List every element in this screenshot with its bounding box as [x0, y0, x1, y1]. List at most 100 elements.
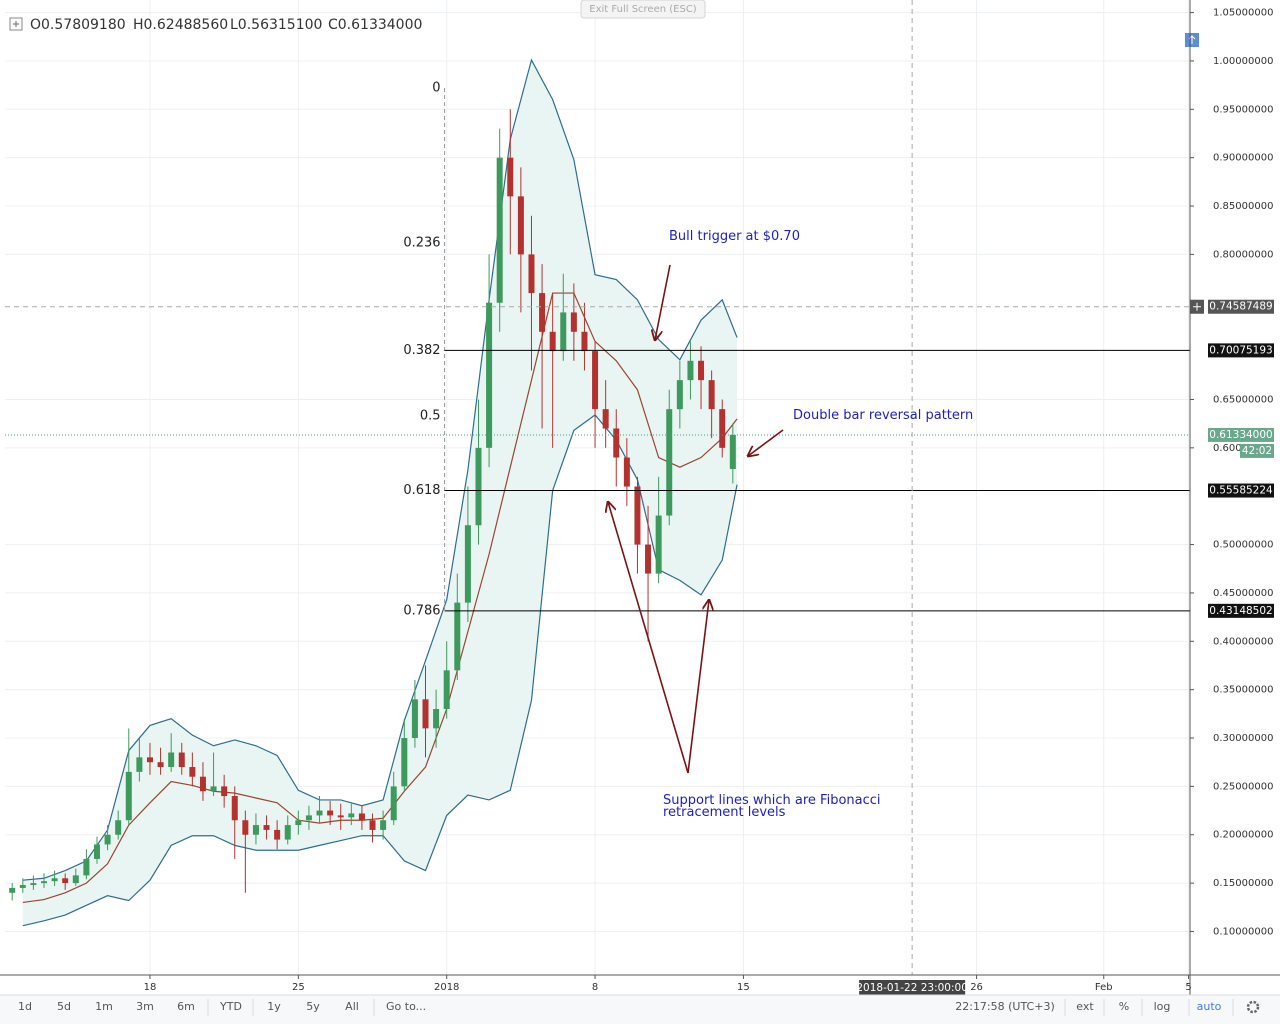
- range-button[interactable]: All: [345, 1000, 359, 1013]
- price-tag: 0.70075193: [1209, 344, 1272, 356]
- y-tick-label: 0.35000000: [1213, 685, 1273, 696]
- candle-body: [496, 157, 503, 303]
- candle-body: [274, 829, 281, 840]
- crosshair-price-tag-bg: [1208, 299, 1274, 314]
- x-tick-label: 5: [1185, 982, 1191, 993]
- price-tag: 0.55585224: [1209, 485, 1273, 497]
- candle-body: [666, 409, 673, 516]
- candle-body: [645, 544, 652, 574]
- countdown: 42:02: [1242, 445, 1272, 457]
- last-price-tag: 0.61334000: [1209, 429, 1272, 441]
- ohlc-low: L0.56315100: [230, 17, 322, 33]
- option-button[interactable]: log: [1154, 1000, 1171, 1013]
- option-button[interactable]: %: [1119, 1000, 1129, 1013]
- x-tick-label: 15: [737, 982, 750, 993]
- candle-body: [528, 254, 535, 294]
- y-tick-label: 0.40000000: [1213, 636, 1273, 647]
- candle-body: [549, 331, 556, 352]
- candle-body: [316, 810, 323, 816]
- y-tick-label: 0.20000000: [1213, 830, 1273, 841]
- option-button[interactable]: auto: [1197, 1000, 1222, 1013]
- toolbar-items: 1d 5d 1m 3m 6m YTD 1y 5y All Go to... 22:17:58 (UT…: [18, 999, 1260, 1016]
- crosshair-plus: [1193, 302, 1201, 311]
- last-price-tag-bg: [1208, 427, 1274, 442]
- candle-body: [570, 312, 577, 332]
- candle-body: [168, 752, 175, 768]
- toolbar: [0, 995, 1280, 1024]
- y-tick-label: 0.95000000: [1213, 104, 1273, 115]
- range-button[interactable]: 5d: [57, 1000, 71, 1013]
- exit-fullscreen-button[interactable]: [580, 0, 706, 19]
- candle-body: [263, 825, 270, 830]
- candle-body: [242, 820, 249, 835]
- candle-body: [539, 293, 546, 332]
- candle-body: [178, 752, 185, 768]
- fib-level-label: 0.786: [403, 603, 440, 618]
- fib-level-label: 0.5: [420, 408, 441, 423]
- candle-body: [475, 447, 482, 526]
- candle-body: [40, 881, 47, 884]
- y-tick-label: 0.25000000: [1213, 781, 1273, 792]
- arrow: [655, 264, 671, 340]
- fib-level-label: 0.236: [403, 235, 440, 250]
- y-tick-label: 0.10000000: [1213, 926, 1273, 937]
- ohlc-open: O0.57809180: [30, 17, 126, 33]
- candle-body: [125, 771, 132, 821]
- y-tick-label: 0.30000000: [1213, 733, 1273, 744]
- countdown-bg: [1240, 443, 1274, 458]
- candle-body: [623, 457, 630, 487]
- candle-body: [146, 757, 153, 763]
- candle-body: [676, 380, 683, 410]
- candle-body: [221, 786, 228, 797]
- candle-body: [719, 409, 726, 448]
- crosshair-time-bg: [859, 980, 966, 995]
- candle-body: [136, 757, 143, 772]
- candle-body: [655, 515, 662, 574]
- goto-button[interactable]: Go to...: [386, 1000, 426, 1013]
- band-upper: [22, 58, 738, 881]
- range-button[interactable]: 6m: [177, 1000, 195, 1013]
- y-tick-label: 0.50000000: [1213, 540, 1273, 551]
- option-button[interactable]: ext: [1076, 1000, 1094, 1013]
- candle-body: [443, 670, 450, 710]
- y-tick-label: 1.00000000: [1213, 56, 1273, 67]
- candle-body: [284, 825, 291, 840]
- candle-body: [369, 820, 376, 830]
- range-button[interactable]: 1d: [18, 1000, 32, 1013]
- x-tick-label: Feb: [1095, 982, 1113, 993]
- candle-body: [231, 796, 238, 821]
- candle-body: [157, 762, 164, 768]
- x-tick-label: 25: [292, 982, 305, 993]
- candle-body: [560, 312, 567, 352]
- fib-level-label: 0: [432, 81, 440, 96]
- candle-body: [390, 786, 397, 821]
- y-tick-label: 0.65000000: [1213, 394, 1273, 405]
- candle-body: [517, 196, 524, 255]
- candle-body: [581, 331, 588, 352]
- range-button[interactable]: 1y: [267, 1000, 281, 1013]
- candle-body: [602, 409, 609, 429]
- settings-button[interactable]: [1246, 1000, 1260, 1014]
- candle-body: [729, 434, 736, 470]
- candle-body: [9, 887, 16, 893]
- candle-body: [486, 302, 493, 448]
- candle-body: [83, 858, 90, 876]
- candle-body: [337, 815, 344, 818]
- candle-body: [698, 360, 705, 381]
- candle-body: [433, 709, 440, 729]
- price-tag-bg: [1208, 603, 1274, 618]
- candle-body: [464, 525, 471, 603]
- candle-body: [411, 699, 418, 739]
- candle-body: [115, 820, 122, 835]
- candle-body: [93, 844, 100, 859]
- crosshair-price-tag: 0.74587489: [1209, 301, 1272, 313]
- range-button[interactable]: YTD: [219, 1000, 242, 1013]
- fib-level-label: 0.382: [403, 343, 440, 358]
- candle-body: [507, 157, 514, 197]
- range-button[interactable]: 3m: [136, 1000, 154, 1013]
- range-button[interactable]: 1m: [95, 1000, 113, 1013]
- range-button[interactable]: 5y: [306, 1000, 320, 1013]
- annotation: Support lines which are Fibonacci: [663, 793, 881, 808]
